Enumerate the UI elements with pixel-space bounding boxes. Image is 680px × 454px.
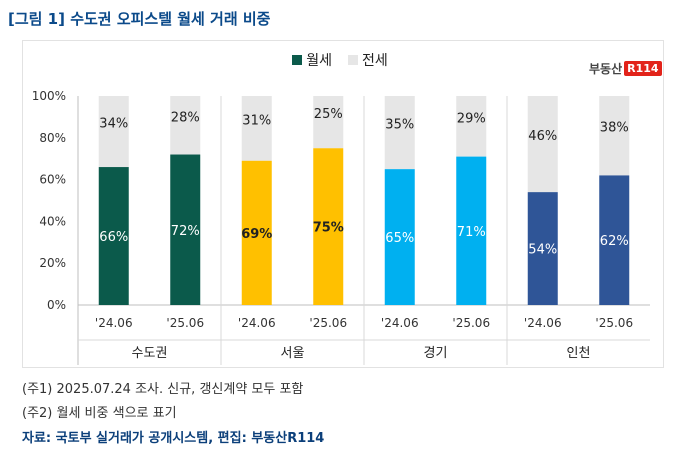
x-tick-label: '25.06 xyxy=(595,316,633,330)
legend-label-monthly: 월세 xyxy=(306,53,332,69)
data-label-jeonse: 29% xyxy=(457,111,486,126)
group-label: 서울 xyxy=(281,346,305,361)
data-label-jeonse: 35% xyxy=(385,118,414,133)
data-label-monthly: 62% xyxy=(600,234,629,249)
data-label-monthly: 72% xyxy=(171,224,200,239)
data-label-jeonse: 25% xyxy=(314,107,343,122)
legend-swatch-jeonse xyxy=(348,55,358,65)
x-tick-label: '24.06 xyxy=(95,316,133,330)
data-label-jeonse: 34% xyxy=(99,117,128,132)
data-label-monthly: 75% xyxy=(313,221,344,236)
x-tick-label: '24.06 xyxy=(524,316,562,330)
x-tick-label: '24.06 xyxy=(238,316,276,330)
y-tick-label: 40% xyxy=(39,214,66,228)
legend-swatch-monthly xyxy=(292,55,303,65)
y-tick-label: 80% xyxy=(39,131,66,145)
data-label-jeonse: 28% xyxy=(171,110,200,125)
bar-jeonse xyxy=(527,96,558,193)
bar-jeonse xyxy=(313,96,344,149)
data-label-monthly: 66% xyxy=(99,230,128,245)
bar-monthly xyxy=(313,148,344,305)
data-label-jeonse: 31% xyxy=(242,113,271,128)
source-note: 자료: 국토부 실거래가 공개시스템, 편집: 부동산R114 xyxy=(22,431,325,446)
legend-label-jeonse: 전세 xyxy=(362,53,388,69)
data-label-monthly: 65% xyxy=(385,231,414,246)
bar-monthly xyxy=(241,160,272,305)
x-tick-label: '24.06 xyxy=(381,316,419,330)
bar-jeonse xyxy=(599,96,630,176)
bar-monthly xyxy=(599,175,630,305)
figure-title: [그림 1] 수도권 오피스텔 월세 거래 비중 xyxy=(8,10,271,28)
data-label-jeonse: 38% xyxy=(600,121,629,136)
bar-jeonse xyxy=(98,96,129,168)
bar-jeonse xyxy=(384,96,415,170)
bar-jeonse xyxy=(170,96,201,155)
legend-item-monthly: 월세 xyxy=(292,50,332,70)
y-tick-label: 100% xyxy=(32,89,66,103)
group-label: 경기 xyxy=(424,346,448,361)
footnote-2: (주2) 월세 비중 색으로 표기 xyxy=(22,406,177,421)
logo-box: R114 xyxy=(624,60,662,76)
bar-jeonse xyxy=(456,96,487,157)
footnote-1: (주1) 2025.07.24 조사. 신규, 갱신계약 모두 포함 xyxy=(22,382,304,397)
y-tick-label: 0% xyxy=(47,298,66,312)
logo-text: 부동산 xyxy=(589,61,623,76)
bar-jeonse xyxy=(241,96,272,161)
group-label: 인천 xyxy=(567,346,591,361)
bar-monthly xyxy=(170,154,201,305)
group-label: 수도권 xyxy=(132,346,168,361)
x-tick-label: '25.06 xyxy=(309,316,347,330)
y-tick-label: 20% xyxy=(39,256,66,270)
y-tick-label: 60% xyxy=(39,173,66,187)
legend-item-jeonse: 전세 xyxy=(348,50,388,70)
data-label-jeonse: 46% xyxy=(528,129,557,144)
r114-logo: 부동산 R114 xyxy=(589,58,662,78)
data-label-monthly: 71% xyxy=(457,225,486,240)
bar-monthly xyxy=(456,156,487,305)
data-label-monthly: 69% xyxy=(241,227,272,242)
bar-monthly xyxy=(527,192,558,305)
bar-monthly xyxy=(384,169,415,305)
x-tick-label: '25.06 xyxy=(166,316,204,330)
chart-legend: 월세 전세 xyxy=(0,50,680,70)
bar-monthly xyxy=(98,167,129,305)
data-label-monthly: 54% xyxy=(528,243,557,258)
x-tick-label: '25.06 xyxy=(452,316,490,330)
